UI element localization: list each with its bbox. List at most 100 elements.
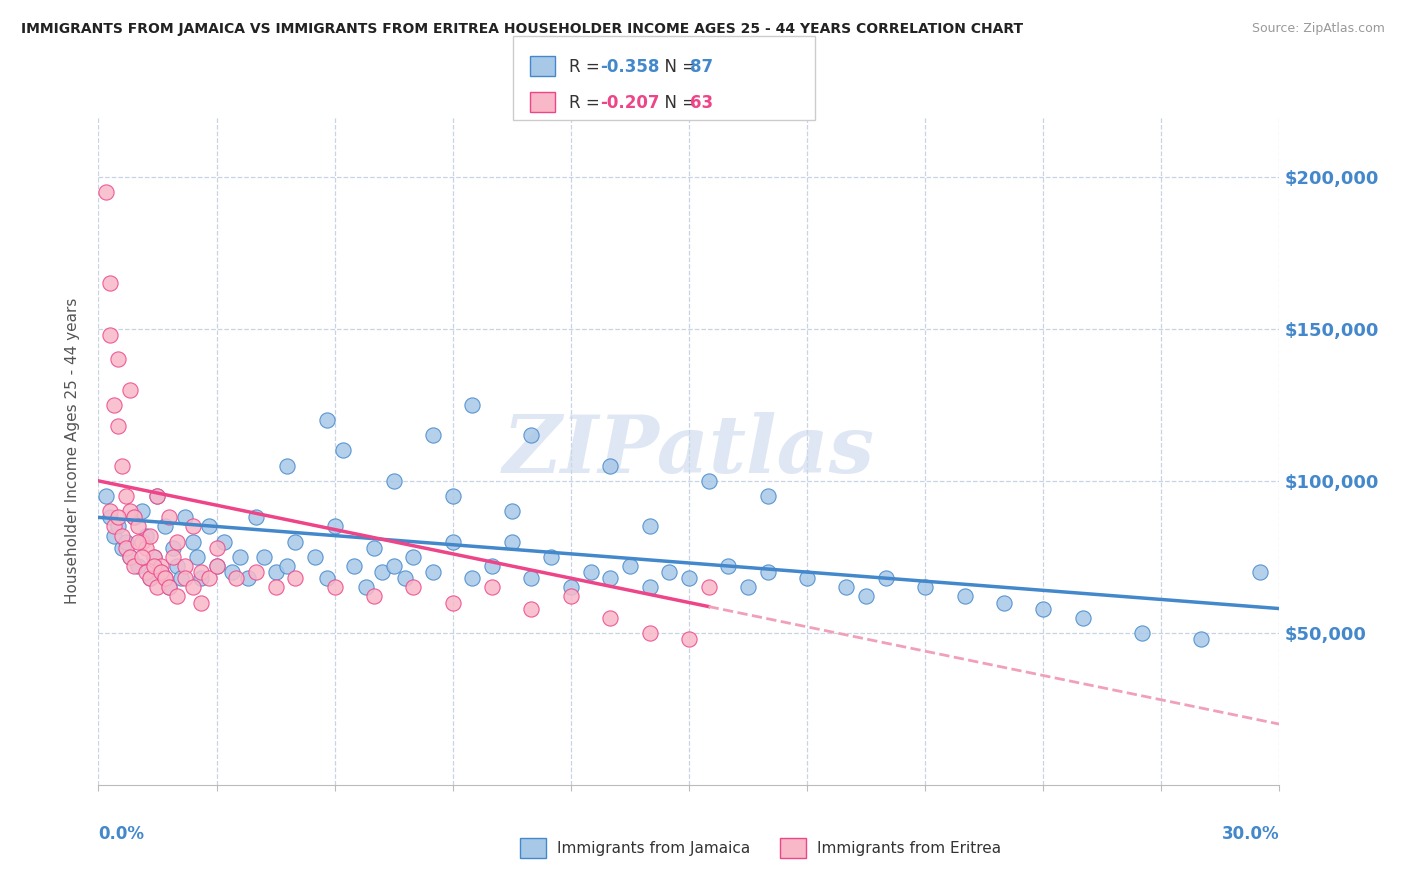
Point xyxy=(135,541,157,555)
Point xyxy=(96,185,118,199)
Text: 0.0%: 0.0% xyxy=(98,825,145,843)
Point xyxy=(855,590,877,604)
Point xyxy=(190,595,212,609)
Point xyxy=(115,534,138,549)
Point xyxy=(461,398,484,412)
Point xyxy=(122,510,145,524)
Point xyxy=(131,549,153,564)
Point xyxy=(599,611,621,625)
Point xyxy=(197,519,219,533)
Point xyxy=(155,571,177,585)
Point xyxy=(205,559,228,574)
Point xyxy=(115,541,138,555)
Point xyxy=(142,549,165,564)
Point xyxy=(276,559,298,574)
Point xyxy=(1032,601,1054,615)
Point xyxy=(131,504,153,518)
Text: R =: R = xyxy=(569,58,606,76)
Point xyxy=(98,277,121,291)
Point xyxy=(441,595,464,609)
Point xyxy=(166,559,188,574)
Point xyxy=(225,571,247,585)
Point xyxy=(107,352,129,367)
Text: 63: 63 xyxy=(690,94,713,112)
Text: R =: R = xyxy=(569,94,606,112)
Point xyxy=(155,519,177,533)
Text: N =: N = xyxy=(654,94,702,112)
Point xyxy=(678,571,700,585)
Point xyxy=(118,504,141,518)
Point xyxy=(394,571,416,585)
Point xyxy=(875,571,897,585)
Point xyxy=(363,590,385,604)
Point xyxy=(111,458,134,473)
Point xyxy=(323,580,346,594)
Text: -0.358: -0.358 xyxy=(600,58,659,76)
Point xyxy=(993,595,1015,609)
Point xyxy=(111,541,134,555)
Point xyxy=(155,571,177,585)
Point xyxy=(98,504,121,518)
Text: Source: ZipAtlas.com: Source: ZipAtlas.com xyxy=(1251,22,1385,36)
Point xyxy=(103,528,125,542)
Point xyxy=(221,565,243,579)
Point xyxy=(142,559,165,574)
Point xyxy=(658,565,681,579)
Point xyxy=(540,549,562,564)
Point xyxy=(835,580,858,594)
Point xyxy=(276,458,298,473)
Point xyxy=(264,580,287,594)
Point xyxy=(284,571,307,585)
Point xyxy=(174,571,197,585)
Point xyxy=(181,534,204,549)
Point xyxy=(135,528,157,542)
Point xyxy=(245,565,267,579)
Point xyxy=(98,510,121,524)
Point xyxy=(107,519,129,533)
Point xyxy=(619,559,641,574)
Point xyxy=(599,458,621,473)
Point xyxy=(118,549,141,564)
Point xyxy=(122,559,145,574)
Point xyxy=(138,528,160,542)
Point xyxy=(481,580,503,594)
Point xyxy=(127,519,149,533)
Point xyxy=(717,559,740,574)
Point xyxy=(343,559,366,574)
Point xyxy=(157,580,180,594)
Point xyxy=(107,510,129,524)
Point xyxy=(501,504,523,518)
Point xyxy=(135,565,157,579)
Text: Immigrants from Jamaica: Immigrants from Jamaica xyxy=(557,841,749,855)
Point xyxy=(181,519,204,533)
Point xyxy=(402,549,425,564)
Point xyxy=(205,541,228,555)
Point xyxy=(382,474,405,488)
Point xyxy=(315,571,337,585)
Point xyxy=(118,549,141,564)
Point xyxy=(157,580,180,594)
Point xyxy=(422,428,444,442)
Point xyxy=(253,549,276,564)
Point xyxy=(560,580,582,594)
Point xyxy=(363,541,385,555)
Point xyxy=(520,601,543,615)
Text: N =: N = xyxy=(654,58,702,76)
Point xyxy=(96,489,118,503)
Point xyxy=(441,534,464,549)
Text: -0.207: -0.207 xyxy=(600,94,659,112)
Point xyxy=(236,571,259,585)
Point xyxy=(205,559,228,574)
Point xyxy=(174,559,197,574)
Point xyxy=(638,626,661,640)
Point xyxy=(127,534,149,549)
Point xyxy=(1130,626,1153,640)
Point xyxy=(1189,632,1212,646)
Point xyxy=(150,565,173,579)
Point xyxy=(103,519,125,533)
Point xyxy=(579,565,602,579)
Point xyxy=(190,565,212,579)
Point xyxy=(638,519,661,533)
Text: ZIPatlas: ZIPatlas xyxy=(503,412,875,489)
Point xyxy=(1249,565,1271,579)
